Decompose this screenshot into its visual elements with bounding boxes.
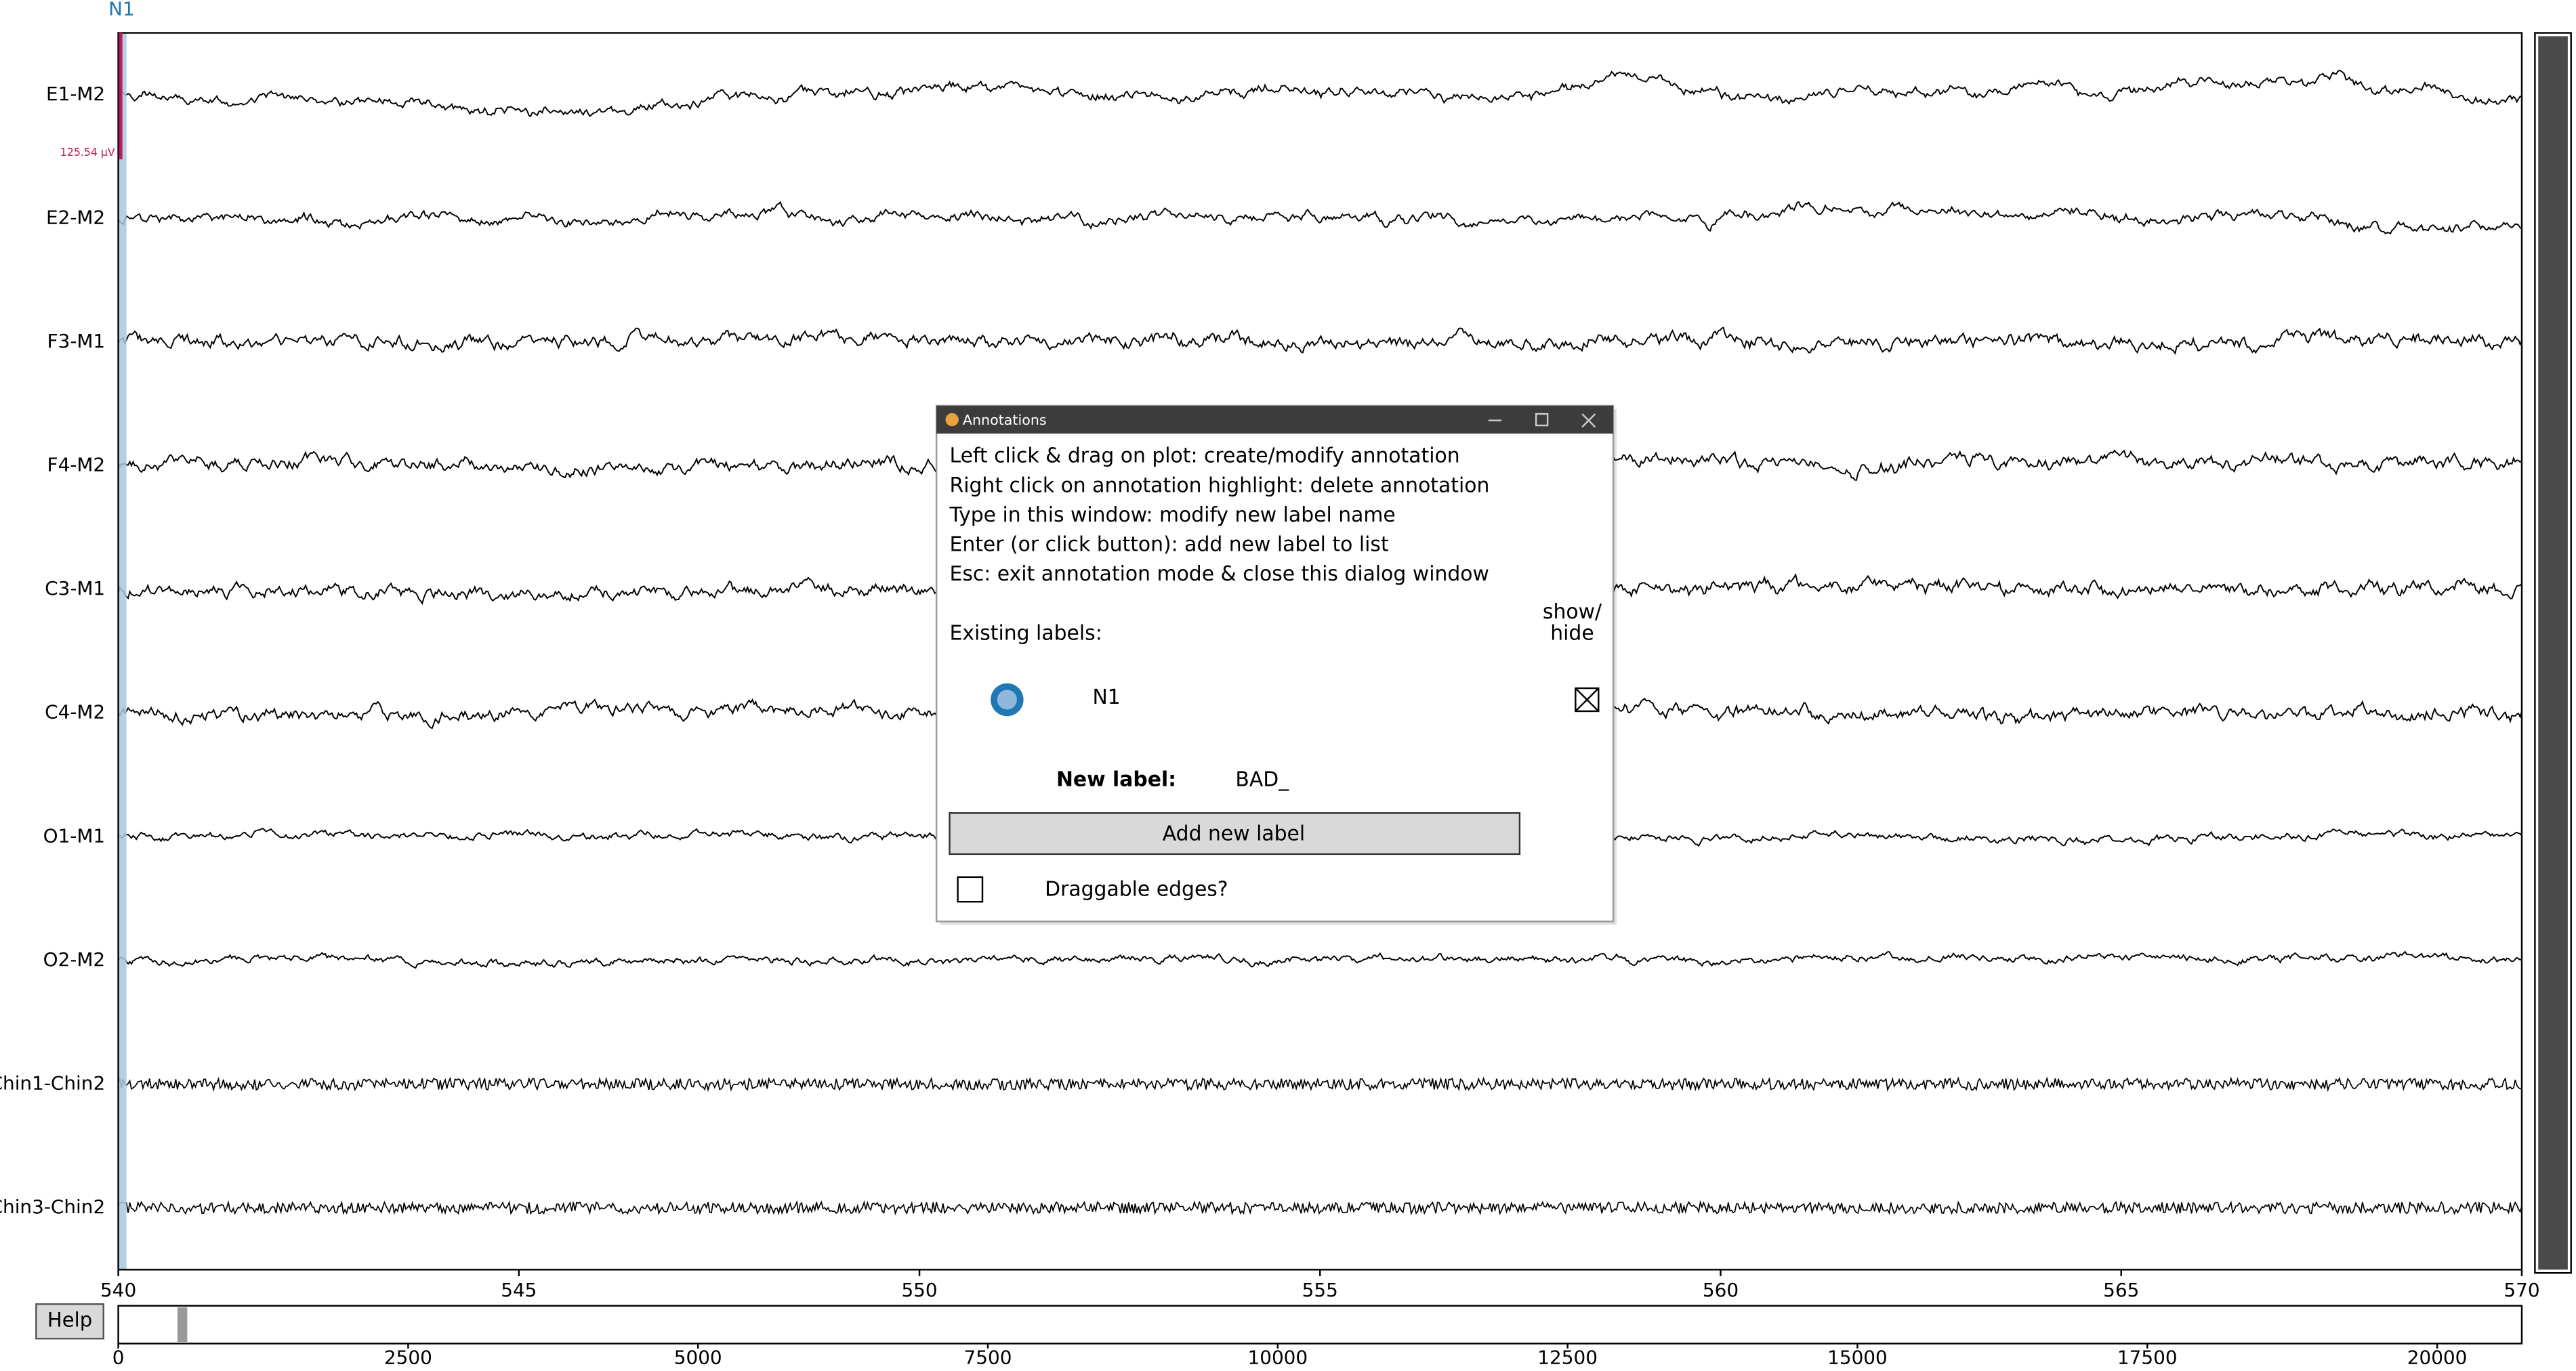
instruction-line: Enter (or click button): add new label t… — [950, 533, 1389, 557]
eeg-trace — [117, 201, 2522, 235]
new-label-caption: New label: — [1056, 767, 1176, 791]
channel-label: O2-M2 — [43, 948, 106, 971]
x-tick-label: 545 — [501, 1279, 537, 1301]
horizontal-scrollbar-thumb[interactable] — [177, 1307, 188, 1343]
eeg-trace — [117, 69, 2522, 118]
annotation-span[interactable] — [118, 33, 127, 1270]
help-button-label[interactable]: Help — [47, 1309, 92, 1332]
show-hide-caption: hide — [1550, 621, 1594, 645]
scrollbar-tick-label: 20000 — [2407, 1346, 2468, 1368]
x-tick-label: 540 — [100, 1279, 136, 1301]
channel-label: Chin3-Chin2 — [0, 1196, 105, 1218]
annotation-dialog: Annotations Left click & drag on plot: c… — [935, 404, 1617, 925]
scrollbar-tick-label: 0 — [112, 1346, 125, 1368]
channel-label: C3-M1 — [45, 577, 105, 599]
channel-label: E1-M2 — [46, 83, 105, 105]
eeg-trace — [117, 950, 2522, 969]
channel-label: Chin1-Chin2 — [0, 1072, 105, 1094]
vertical-scrollbar-thumb[interactable] — [2538, 36, 2568, 1270]
show-hide-caption: show/ — [1543, 600, 1602, 624]
eeg-trace — [117, 1076, 2522, 1093]
channel-label: E2-M2 — [46, 206, 105, 228]
instruction-line: Esc: exit annotation mode & close this d… — [950, 562, 1489, 586]
scrollbar-tick-label: 17500 — [2117, 1346, 2178, 1368]
help-button[interactable] — [35, 1303, 104, 1340]
instruction-line: Left click & drag on plot: create/modify… — [950, 444, 1460, 468]
x-tick-label: 565 — [2103, 1279, 2139, 1301]
x-tick-label: 555 — [1302, 1279, 1338, 1301]
existing-labels-caption: Existing labels: — [950, 621, 1102, 645]
dialog-title: Annotations — [963, 412, 1047, 428]
dialog-icon — [945, 413, 959, 427]
add-label-button-text[interactable]: Add new label — [1163, 822, 1305, 845]
draggable-checkbox[interactable] — [957, 876, 984, 903]
channel-label: C4-M2 — [45, 701, 105, 723]
x-tick-label: 560 — [1703, 1279, 1739, 1301]
scrollbar-tick-label: 10000 — [1247, 1346, 1308, 1368]
scrollbar-tick-label: 2500 — [384, 1346, 432, 1368]
channel-label: F4-M2 — [47, 454, 106, 476]
scrollbar-tick-label: 15000 — [1827, 1346, 1888, 1368]
scrollbar-tick-label: 7500 — [964, 1346, 1012, 1368]
scrollbar-tick-label: 5000 — [674, 1346, 722, 1368]
add-label-button[interactable] — [949, 812, 1521, 856]
x-tick-label: 570 — [2504, 1279, 2539, 1301]
channel-label: F3-M1 — [47, 330, 106, 352]
channel-label: O1-M1 — [43, 824, 106, 847]
eeg-trace — [118, 1200, 2522, 1216]
draggable-caption: Draggable edges? — [1045, 878, 1228, 902]
scrollbar-tick-label: 12500 — [1537, 1346, 1598, 1368]
close-button[interactable] — [1581, 413, 1596, 428]
show-checkbox-check[interactable] — [1575, 688, 1600, 712]
annotation-label: N1 — [108, 0, 135, 20]
eeg-trace — [117, 326, 2522, 355]
scale-label: 125.54 µV — [60, 146, 115, 159]
instruction-line: Right click on annotation highlight: del… — [950, 473, 1490, 497]
new-label-value[interactable]: BAD_ — [1235, 767, 1289, 791]
instruction-line: Type in this window: modify new label na… — [949, 503, 1396, 527]
x-tick-label: 550 — [901, 1279, 937, 1301]
label-name: N1 — [1092, 686, 1120, 709]
horizontal-scrollbar[interactable] — [117, 1305, 2523, 1345]
maximize-button[interactable] — [1535, 413, 1549, 427]
label-radio-inner[interactable] — [997, 690, 1017, 710]
